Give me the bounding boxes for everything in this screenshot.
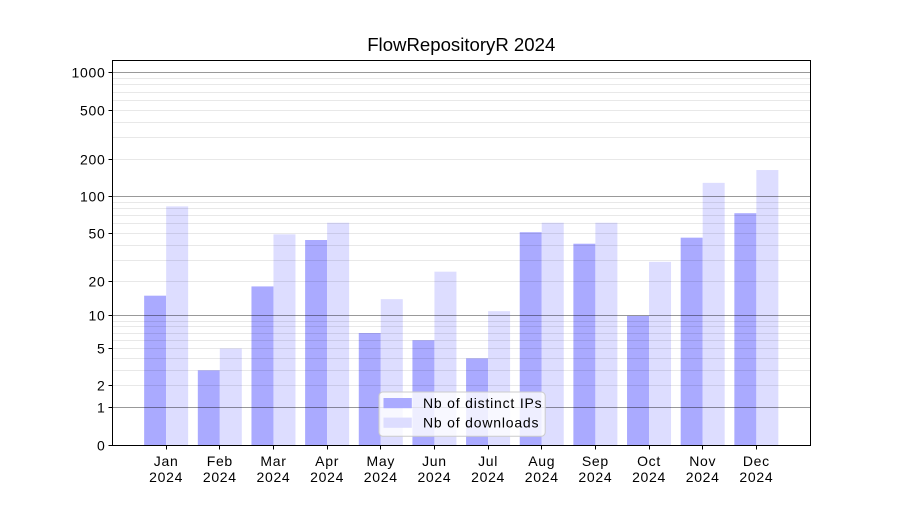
svg-text:Feb: Feb (207, 453, 233, 469)
svg-text:Oct: Oct (637, 453, 661, 469)
svg-text:10: 10 (89, 308, 106, 324)
svg-text:2024: 2024 (578, 469, 612, 485)
svg-text:Sep: Sep (582, 453, 609, 469)
svg-text:200: 200 (80, 152, 105, 168)
svg-text:Nov: Nov (689, 453, 716, 469)
svg-text:2: 2 (97, 378, 106, 394)
svg-text:Jan: Jan (154, 453, 179, 469)
svg-text:5: 5 (97, 341, 106, 357)
svg-text:2024: 2024 (203, 469, 237, 485)
svg-text:Nb of downloads: Nb of downloads (423, 415, 539, 431)
svg-text:50: 50 (89, 226, 106, 242)
svg-text:Mar: Mar (260, 453, 286, 469)
svg-text:2024: 2024 (471, 469, 505, 485)
svg-text:2024: 2024 (364, 469, 398, 485)
svg-text:2024: 2024 (686, 469, 720, 485)
svg-text:2024: 2024 (739, 469, 773, 485)
svg-text:1000: 1000 (72, 65, 106, 81)
svg-text:May: May (366, 453, 395, 469)
svg-text:Jun: Jun (422, 453, 447, 469)
svg-text:Dec: Dec (743, 453, 770, 469)
svg-text:2024: 2024 (525, 469, 559, 485)
svg-text:1: 1 (97, 400, 106, 416)
svg-text:2024: 2024 (149, 469, 183, 485)
svg-text:100: 100 (80, 189, 105, 205)
svg-text:0: 0 (97, 438, 106, 454)
svg-text:FlowRepositoryR 2024: FlowRepositoryR 2024 (367, 34, 555, 55)
svg-text:500: 500 (80, 103, 105, 119)
svg-text:2024: 2024 (632, 469, 666, 485)
svg-text:2024: 2024 (310, 469, 344, 485)
svg-text:2024: 2024 (256, 469, 290, 485)
svg-text:Aug: Aug (528, 453, 555, 469)
svg-text:Apr: Apr (315, 453, 339, 469)
svg-text:Jul: Jul (478, 453, 498, 469)
svg-text:20: 20 (89, 274, 106, 290)
svg-text:2024: 2024 (417, 469, 451, 485)
svg-text:Nb of distinct IPs: Nb of distinct IPs (423, 395, 542, 411)
